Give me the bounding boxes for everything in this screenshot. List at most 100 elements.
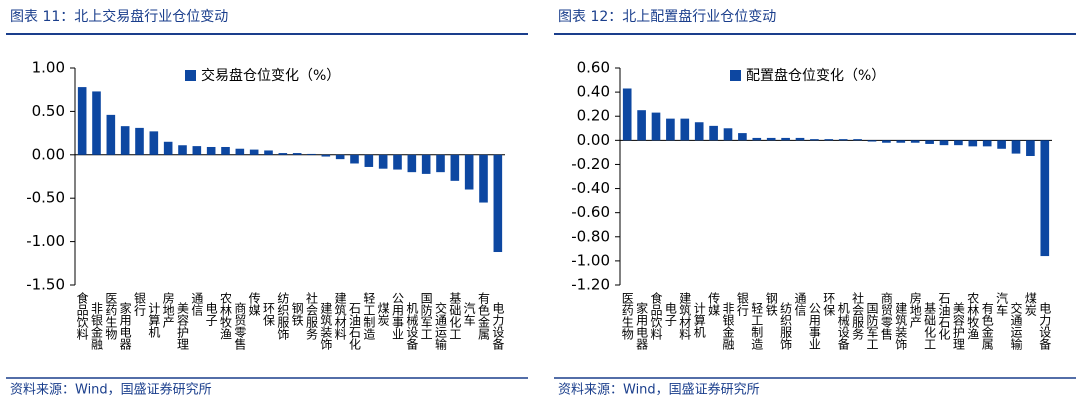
x-tick-label: 建筑装饰 xyxy=(319,302,333,350)
x-tick-label: 环保 xyxy=(262,302,276,326)
bar xyxy=(910,140,920,143)
bar xyxy=(968,140,978,147)
bar xyxy=(77,87,87,155)
bar xyxy=(436,154,445,173)
bar xyxy=(925,140,934,144)
y-tick-label: -1.00 xyxy=(571,251,610,269)
y-tick-label: 0.50 xyxy=(32,102,65,120)
bar xyxy=(135,127,144,155)
x-tick-label: 电力设备 xyxy=(491,302,505,351)
x-tick-label: 国防军工 xyxy=(865,302,879,350)
y-tick-label: 0.00 xyxy=(577,131,610,149)
bar xyxy=(92,91,101,155)
x-tick-label: 纺织服饰 xyxy=(276,292,290,340)
x-tick-label: 机械设备 xyxy=(405,302,419,351)
x-tick-label: 建筑装饰 xyxy=(894,302,908,350)
x-tick-label: 石油石化 xyxy=(348,302,362,351)
x-tick-label: 美容护理 xyxy=(176,302,190,350)
x-tick-label: 电子 xyxy=(663,302,677,326)
x-tick-label: 社会服务 xyxy=(851,291,865,340)
x-tick-label: 商贸零售 xyxy=(233,301,247,350)
bar xyxy=(752,137,762,141)
bar xyxy=(278,153,288,155)
x-tick-label: 食品饮料 xyxy=(649,291,663,340)
bar xyxy=(120,126,130,155)
x-tick-label: 医药生物 xyxy=(620,292,634,340)
bar xyxy=(1026,140,1035,157)
y-tick-label: 1.00 xyxy=(32,59,65,77)
x-tick-label: 传媒 xyxy=(247,291,261,316)
bar xyxy=(1040,140,1050,257)
bar xyxy=(163,141,173,155)
bar xyxy=(666,118,675,141)
bar xyxy=(680,118,690,141)
y-tick-label: -0.80 xyxy=(571,227,610,245)
bar xyxy=(378,154,388,169)
x-tick-label: 银行 xyxy=(133,292,147,316)
x-tick-label: 通信 xyxy=(793,292,807,317)
x-tick-label: 石油石化 xyxy=(937,292,951,341)
x-tick-label: 美容护理 xyxy=(951,302,965,350)
x-tick-label: 轻工制造 xyxy=(362,292,376,340)
x-tick-label: 煤炭 xyxy=(1023,292,1037,317)
x-tick-label: 家用电器 xyxy=(635,301,649,351)
bar xyxy=(450,154,460,181)
bar xyxy=(709,125,718,141)
x-tick-label: 有色金属 xyxy=(477,292,491,341)
x-tick-label: 环保 xyxy=(822,292,836,316)
bar xyxy=(853,139,862,141)
bar xyxy=(464,154,474,190)
y-tick-label: 0.00 xyxy=(32,145,65,163)
bar xyxy=(206,146,216,155)
bar xyxy=(221,146,230,155)
y-tick-label: 0.40 xyxy=(577,83,610,101)
x-tick-label: 电子 xyxy=(204,302,218,326)
x-tick-label: 交通运输 xyxy=(1009,301,1023,351)
x-tick-label: 机械设备 xyxy=(836,302,850,351)
x-tick-label: 汽车 xyxy=(462,301,476,327)
bar xyxy=(264,150,273,155)
bar xyxy=(738,133,747,141)
bar xyxy=(723,128,733,141)
x-tick-label: 钢铁 xyxy=(764,292,778,316)
bar xyxy=(321,154,331,157)
bar xyxy=(364,154,374,167)
y-tick-label: 0.20 xyxy=(577,107,610,125)
legend-label: 配置盘仓位变化（%） xyxy=(746,67,885,84)
bar xyxy=(421,154,431,174)
x-tick-label: 房地产 xyxy=(161,291,175,329)
bar xyxy=(838,139,848,141)
x-tick-label: 非银金融 xyxy=(90,302,104,351)
x-tick-label: 煤炭 xyxy=(376,302,390,327)
bar xyxy=(350,154,359,164)
bar xyxy=(178,145,187,155)
x-tick-label: 计算机 xyxy=(692,302,706,338)
bar xyxy=(393,154,402,170)
bar xyxy=(637,110,646,141)
x-tick-label: 基础化工 xyxy=(923,302,937,350)
x-tick-label: 计算机 xyxy=(147,302,161,338)
x-tick-label: 医药生物 xyxy=(104,292,118,340)
x-tick-label: 社会服务 xyxy=(305,291,319,340)
x-tick-label: 汽车 xyxy=(995,291,1009,317)
x-tick-label: 交通运输 xyxy=(434,301,448,351)
bar xyxy=(307,153,316,155)
x-tick-label: 电力设备 xyxy=(1038,302,1052,351)
bar xyxy=(882,140,891,143)
bar xyxy=(954,140,963,146)
y-tick-label: -1.00 xyxy=(26,232,65,250)
x-tick-label: 农林牧渔 xyxy=(219,292,233,340)
x-tick-label: 轻工制造 xyxy=(750,302,764,350)
bar xyxy=(896,140,906,143)
bar xyxy=(694,122,704,141)
legend-swatch xyxy=(185,70,196,81)
bar xyxy=(982,140,992,147)
x-tick-label: 纺织服饰 xyxy=(779,302,793,350)
x-tick-label: 钢铁 xyxy=(290,302,304,326)
bar xyxy=(622,88,632,141)
panel-title: 图表 11：北上交易盘行业仓位变动 xyxy=(10,8,228,25)
bar xyxy=(292,153,302,155)
bar xyxy=(235,148,245,155)
x-tick-label: 国防军工 xyxy=(419,292,433,340)
